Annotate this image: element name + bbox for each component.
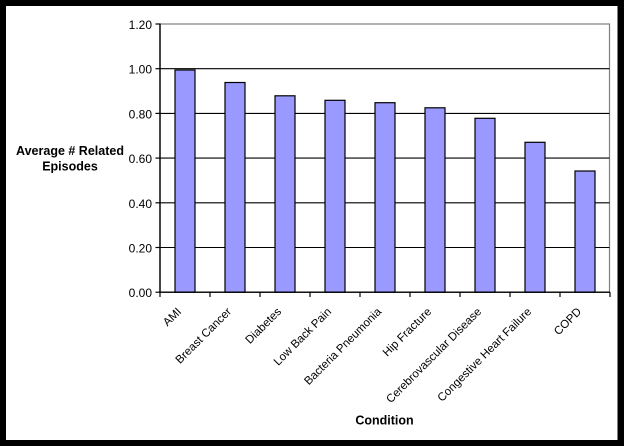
- svg-text:0.00: 0.00: [129, 286, 153, 300]
- svg-text:0.60: 0.60: [129, 152, 153, 166]
- svg-text:1.00: 1.00: [129, 63, 153, 77]
- svg-text:Average # Related: Average # Related: [16, 144, 124, 158]
- svg-text:0.80: 0.80: [129, 107, 153, 121]
- svg-text:Condition: Condition: [355, 414, 413, 428]
- svg-text:0.40: 0.40: [129, 197, 153, 211]
- svg-text:0.20: 0.20: [129, 242, 153, 256]
- svg-text:Episodes: Episodes: [42, 160, 98, 174]
- svg-text:1.20: 1.20: [129, 18, 153, 32]
